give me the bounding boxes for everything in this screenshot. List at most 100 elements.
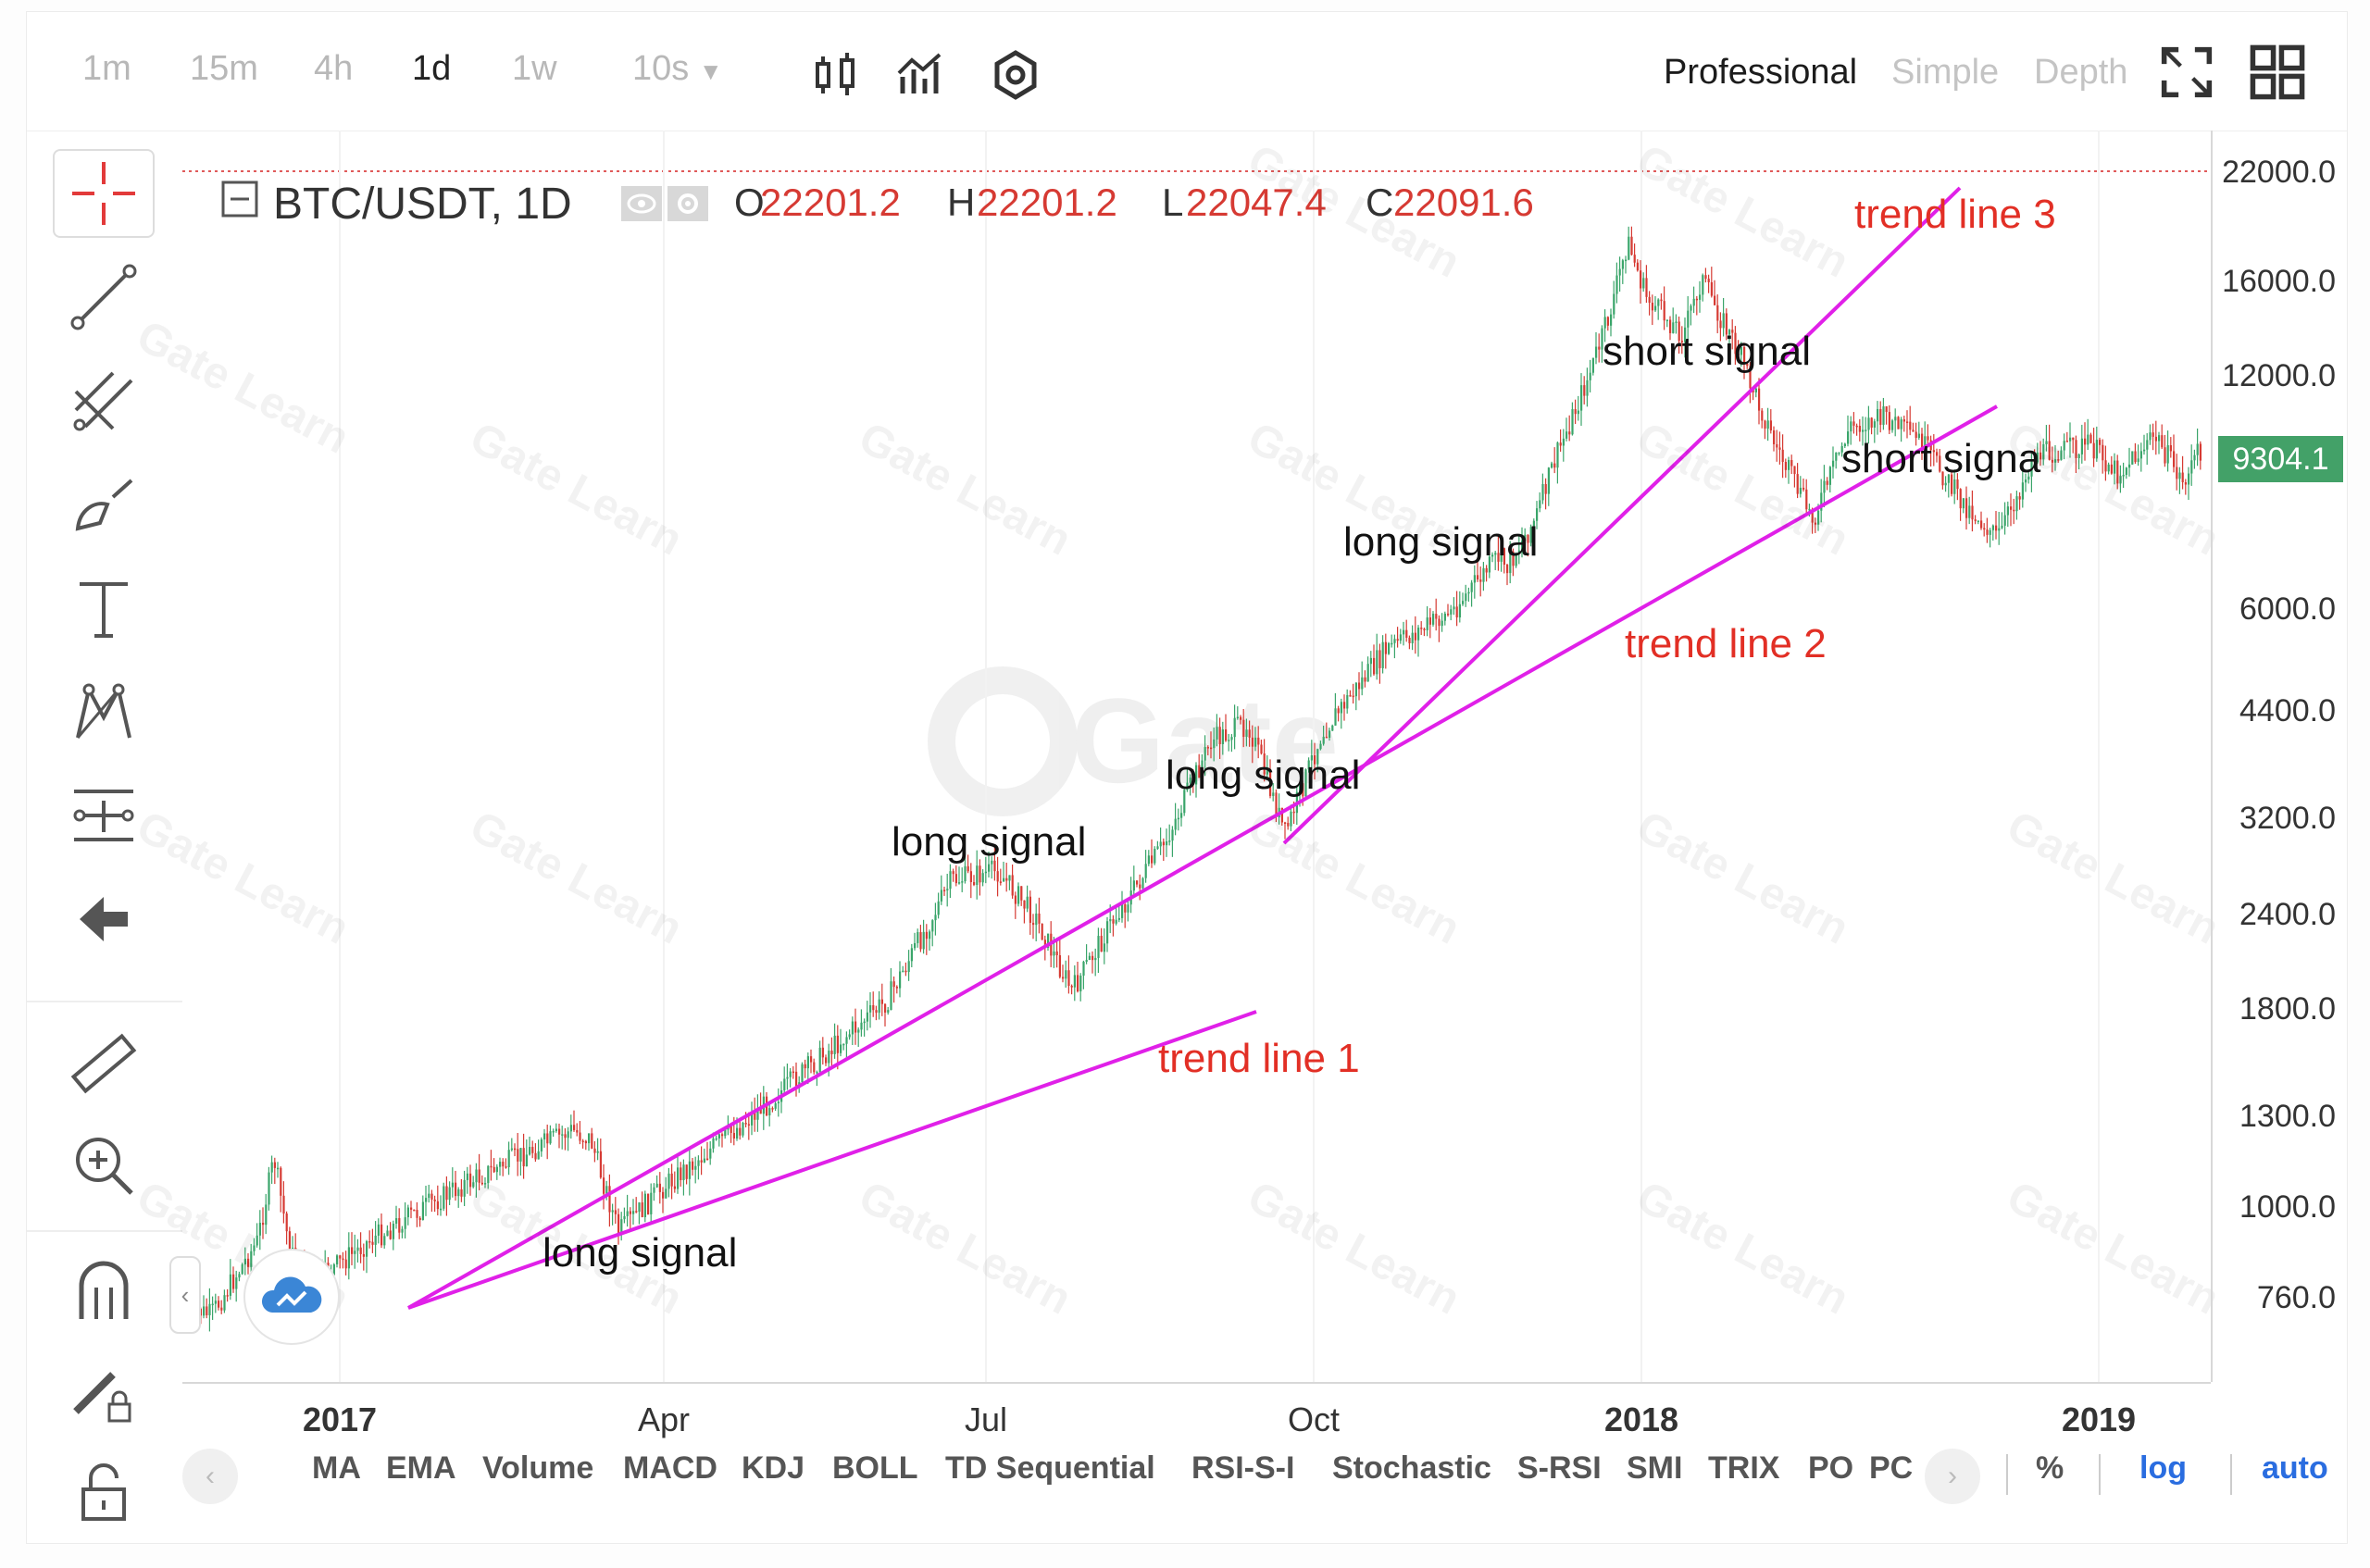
scroll-right-button[interactable]: › — [1925, 1449, 1980, 1504]
candle-body — [1055, 951, 1058, 955]
candle-body — [380, 1224, 383, 1246]
measure-range-tool[interactable] — [53, 771, 155, 860]
candle-body — [232, 1274, 235, 1289]
layout-grid-icon[interactable] — [2249, 44, 2306, 101]
indicator-macd[interactable]: MACD — [623, 1450, 717, 1486]
candle-body — [934, 915, 937, 921]
trend-line-2[interactable] — [407, 404, 1998, 1310]
candle-body — [1328, 730, 1331, 739]
collapse-icon[interactable] — [221, 180, 258, 218]
interval-15m[interactable]: 15m — [190, 49, 258, 88]
indicator-stochastic[interactable]: Stochastic — [1332, 1450, 1491, 1486]
time-axis[interactable]: 2017 Apr Jul Oct 2018 2019 — [182, 1382, 2211, 1438]
lock-tool[interactable] — [53, 1445, 155, 1534]
candle-body — [777, 1101, 780, 1103]
candle-body — [285, 1213, 288, 1232]
trendline-tool[interactable] — [53, 253, 155, 342]
collapse-toolbar-button[interactable]: ‹ — [169, 1256, 201, 1334]
candle-body — [1257, 737, 1260, 745]
text-tool[interactable] — [53, 564, 155, 653]
mode-professional[interactable]: Professional — [1664, 53, 1858, 92]
candle-body — [1879, 408, 1882, 425]
candle-body — [884, 1003, 887, 1013]
trend-lines — [407, 186, 1998, 1310]
lock-draw-tool[interactable] — [53, 1349, 155, 1437]
candle-body — [1773, 430, 1776, 444]
interval-4h[interactable]: 4h — [314, 49, 354, 88]
mode-depth[interactable]: Depth — [2034, 53, 2128, 92]
indicator-po[interactable]: PO — [1808, 1450, 1854, 1486]
scale-log[interactable]: log — [2139, 1450, 2187, 1486]
crosshair-tool[interactable] — [53, 149, 155, 238]
interval-dropdown[interactable]: 10s ▼ — [632, 49, 723, 89]
candle-body — [1287, 822, 1290, 827]
candle-body — [1183, 790, 1186, 814]
indicators-icon[interactable] — [893, 49, 945, 101]
candle-body — [860, 1022, 863, 1030]
candle-body — [591, 1133, 593, 1149]
indicator-ma[interactable]: MA — [312, 1450, 361, 1486]
candle-body — [626, 1211, 629, 1216]
settings-icon[interactable] — [990, 49, 1042, 101]
indicator-volume[interactable]: Volume — [482, 1450, 594, 1486]
price-chart-area[interactable]: Gate BTC/USDT, 1D — [129, 131, 2227, 1382]
candle-body — [899, 971, 902, 989]
price-axis[interactable]: 22000.0 16000.0 12000.0 6000.0 4400.0 32… — [2211, 131, 2347, 1382]
candle-body — [599, 1151, 602, 1178]
indicator-ema[interactable]: EMA — [386, 1450, 456, 1486]
candle-body — [1778, 447, 1781, 450]
fullscreen-icon[interactable] — [2158, 44, 2215, 101]
candle-body — [1405, 629, 1408, 638]
back-tool[interactable] — [53, 875, 155, 964]
candle-body — [347, 1247, 350, 1269]
fib-tool[interactable] — [53, 356, 155, 445]
candle-body — [1003, 877, 1005, 882]
candle-body — [1438, 618, 1441, 627]
candle-body — [1947, 474, 1950, 483]
indicator-s-rsi[interactable]: S-RSI — [1517, 1450, 1602, 1486]
mode-simple[interactable]: Simple — [1891, 53, 2000, 92]
indicator-pc[interactable]: PC — [1869, 1450, 1914, 1486]
candle-body — [1450, 609, 1453, 615]
candle-body — [2018, 496, 2021, 500]
pattern-icon — [76, 683, 131, 739]
trend-line-1-label: trend line 1 — [1158, 1036, 1360, 1081]
candle-body — [1716, 305, 1719, 321]
candle-body — [1248, 729, 1251, 738]
brush-tool[interactable] — [53, 460, 155, 549]
candle-body — [537, 1151, 540, 1160]
indicator-trix[interactable]: TRIX — [1708, 1450, 1780, 1486]
trend-line-1[interactable] — [407, 1010, 1257, 1310]
gear-icon[interactable] — [667, 186, 708, 221]
indicator-kdj[interactable]: KDJ — [742, 1450, 805, 1486]
ruler-tool[interactable] — [53, 1019, 155, 1108]
scale-auto[interactable]: auto — [2262, 1450, 2328, 1486]
indicator-boll[interactable]: BOLL — [832, 1450, 918, 1486]
interval-1d[interactable]: 1d — [412, 49, 452, 88]
candle-body — [1660, 299, 1663, 302]
scroll-left-button[interactable]: ‹ — [182, 1449, 238, 1504]
indicator-smi[interactable]: SMI — [1627, 1450, 1683, 1486]
candle-body — [1393, 639, 1396, 643]
scale-percent[interactable]: % — [2036, 1450, 2064, 1486]
interval-1m[interactable]: 1m — [82, 49, 131, 88]
candle-body — [1764, 420, 1766, 429]
candle-body — [804, 1064, 806, 1069]
indicator-td-sequential[interactable]: TD Sequential — [945, 1450, 1155, 1486]
cloud-save-button[interactable] — [243, 1249, 340, 1345]
candlestick-icon[interactable] — [810, 49, 862, 101]
indicator-rsi-s-i[interactable]: RSI-S-I — [1191, 1450, 1295, 1486]
trend-line-3[interactable] — [1282, 186, 1962, 845]
high-value: 22201.2 — [977, 180, 1117, 224]
eye-icon[interactable] — [621, 186, 662, 221]
candle-body — [857, 1029, 860, 1033]
candle-body — [1388, 642, 1391, 654]
zoom-in-tool[interactable] — [53, 1121, 155, 1210]
candle-body — [964, 865, 967, 882]
magnet-icon — [79, 1261, 129, 1319]
candle-body — [1352, 695, 1354, 698]
magnet-tool[interactable] — [53, 1247, 155, 1336]
interval-1w[interactable]: 1w — [512, 49, 557, 88]
candle-body — [1373, 657, 1376, 675]
pattern-tool[interactable] — [53, 667, 155, 756]
